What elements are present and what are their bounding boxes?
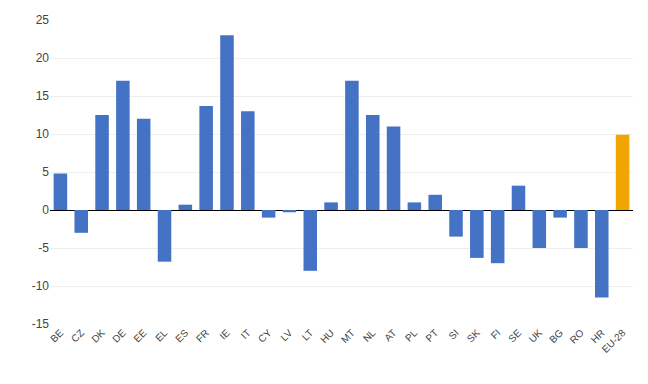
svg-text:IT: IT: [239, 327, 253, 341]
svg-text:SK: SK: [465, 327, 482, 344]
svg-text:FR: FR: [194, 327, 211, 344]
svg-text:LV: LV: [278, 327, 294, 343]
svg-text:SI: SI: [447, 327, 461, 341]
svg-text:PT: PT: [423, 327, 440, 344]
svg-text:10: 10: [36, 127, 50, 141]
svg-text:MT: MT: [339, 327, 357, 345]
svg-text:IE: IE: [217, 327, 232, 342]
svg-text:ES: ES: [173, 327, 190, 344]
svg-text:FI: FI: [489, 327, 503, 341]
svg-text:AT: AT: [382, 327, 398, 343]
svg-text:DK: DK: [89, 327, 107, 345]
svg-text:SE: SE: [506, 327, 523, 344]
svg-text:DE: DE: [110, 327, 128, 345]
svg-text:25: 25: [36, 13, 50, 27]
svg-text:5: 5: [42, 165, 49, 179]
svg-text:BE: BE: [48, 327, 65, 344]
svg-text:BG: BG: [547, 327, 565, 345]
svg-text:0: 0: [42, 203, 49, 217]
svg-text:EU-28: EU-28: [600, 327, 628, 355]
svg-text:-5: -5: [38, 241, 49, 255]
svg-text:HU: HU: [318, 327, 336, 345]
svg-text:15: 15: [36, 89, 50, 103]
svg-text:NL: NL: [361, 327, 378, 344]
svg-text:CZ: CZ: [69, 327, 86, 344]
svg-text:EE: EE: [131, 327, 148, 344]
svg-text:HR: HR: [589, 327, 607, 345]
svg-text:PL: PL: [403, 327, 420, 344]
svg-text:EL: EL: [153, 327, 170, 344]
svg-text:-10: -10: [32, 279, 50, 293]
svg-text:LT: LT: [300, 327, 316, 343]
svg-text:RO: RO: [568, 327, 587, 346]
svg-text:20: 20: [36, 51, 50, 65]
svg-text:-15: -15: [32, 317, 50, 331]
svg-text:CY: CY: [256, 327, 274, 345]
svg-text:UK: UK: [527, 327, 545, 345]
